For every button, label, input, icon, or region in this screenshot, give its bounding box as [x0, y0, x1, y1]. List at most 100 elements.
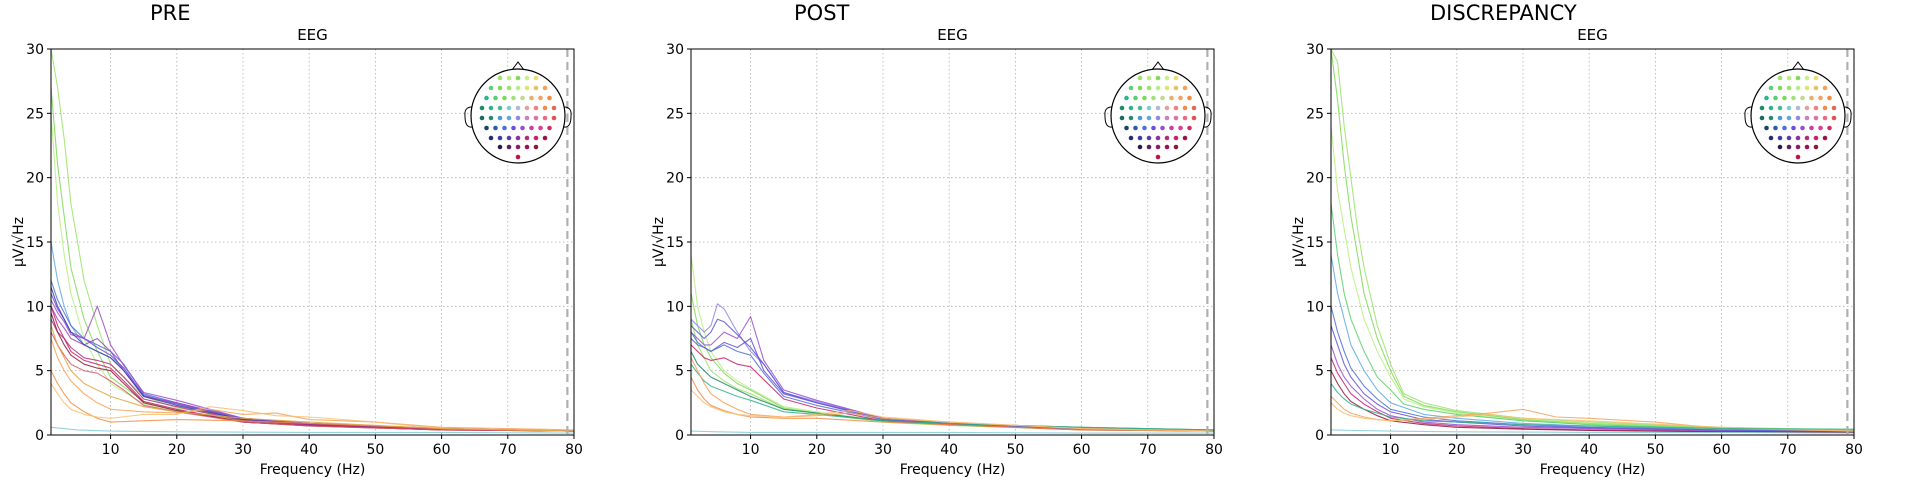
- sensor-dot: [1124, 95, 1129, 101]
- sensor-dot: [1182, 115, 1188, 121]
- sensor-dot: [524, 75, 530, 81]
- x-tick-label: 20: [808, 442, 826, 458]
- y-tick-label: 5: [675, 364, 684, 380]
- sensor-topomap: [1104, 61, 1212, 164]
- x-tick-label: 20: [1448, 442, 1466, 458]
- panel-post: POST EEG 10 20 30 40 50 60 70 80 Frequency (Hz) 0 5…: [640, 0, 1280, 480]
- sensor-dot: [515, 135, 521, 141]
- series-line: [50, 299, 575, 432]
- series-line: [1330, 357, 1855, 433]
- sensor-dot: [1777, 144, 1783, 150]
- sensor-dot: [1813, 75, 1819, 81]
- sensor-topomap: [1744, 61, 1852, 164]
- figure-title: PRE: [150, 1, 191, 25]
- sensor-dot: [511, 125, 516, 131]
- sensor-dot: [524, 135, 530, 141]
- y-tick-label: 15: [666, 235, 684, 251]
- x-tick-label: 30: [874, 442, 892, 458]
- series-line: [50, 286, 575, 432]
- series-line: [690, 363, 1215, 431]
- plot-top-mask: [1331, 0, 1854, 49]
- sensor-dot: [1809, 125, 1814, 131]
- x-axis: 10 20 30 40 50 60 70 80: [102, 435, 583, 458]
- sensor-dot: [529, 125, 534, 131]
- series-line: [690, 319, 1215, 432]
- y-tick-label: 10: [666, 299, 684, 315]
- sensor-dot: [1813, 115, 1819, 121]
- sensor-dot: [1768, 105, 1774, 111]
- series-line: [50, 306, 575, 432]
- y-tick-label: 25: [1306, 106, 1324, 122]
- sensor-dot: [1124, 125, 1129, 131]
- sensor-topomap: [464, 61, 572, 164]
- topomap-right-ear: [1843, 106, 1852, 128]
- sensor-dot: [1146, 105, 1152, 111]
- sensor-dot: [1827, 125, 1832, 131]
- plot-top-mask: [691, 0, 1214, 49]
- x-tick-label: 70: [1779, 442, 1797, 458]
- series-lines: [1330, 48, 1855, 434]
- sensor-dot: [1800, 95, 1805, 101]
- x-axis: 10 20 30 40 50 60 70 80: [1382, 435, 1863, 458]
- series-line: [50, 426, 575, 434]
- sensor-dot: [1128, 135, 1134, 141]
- series-line: [1330, 48, 1855, 431]
- x-tick-label: 60: [433, 442, 451, 458]
- sensor-dot: [1795, 115, 1801, 121]
- series-lines: [690, 254, 1215, 434]
- y-axis-label: µV/√Hz: [651, 217, 667, 267]
- sensor-dot: [515, 105, 521, 111]
- sensor-dot: [524, 115, 530, 121]
- topomap-nose: [1791, 61, 1805, 71]
- series-line: [1330, 429, 1855, 434]
- sensor-dot: [1133, 125, 1138, 131]
- x-tick-label: 80: [565, 442, 583, 458]
- sensor-dot: [529, 95, 534, 101]
- sensor-dot: [1142, 95, 1147, 101]
- x-axis-label: Frequency (Hz): [260, 462, 366, 478]
- sensor-dot: [484, 125, 489, 131]
- sensor-dot: [533, 105, 539, 111]
- sensor-dot: [506, 85, 512, 91]
- sensor-dot: [1804, 75, 1810, 81]
- sensor-dot: [1169, 125, 1174, 131]
- sensor-dot: [1804, 135, 1810, 141]
- sensor-dot: [1173, 105, 1179, 111]
- sensor-dot: [533, 115, 539, 121]
- sensor-dot: [1151, 95, 1156, 101]
- sensor-dot: [1146, 75, 1152, 81]
- sensor-dot: [497, 135, 503, 141]
- sensor-dot: [1777, 115, 1783, 121]
- sensor-dot: [506, 135, 512, 141]
- sensor-dot: [551, 105, 557, 111]
- sensor-dot: [1164, 105, 1170, 111]
- sensor-dot: [1768, 115, 1774, 121]
- x-tick-label: 20: [168, 442, 186, 458]
- sensor-dot: [1155, 135, 1161, 141]
- sensor-dot: [1791, 125, 1796, 131]
- series-line: [50, 331, 575, 432]
- series-line: [1330, 254, 1855, 432]
- y-tick-label: 0: [1315, 428, 1324, 444]
- sensor-dot: [1137, 85, 1143, 91]
- sensor-dot: [493, 125, 498, 131]
- series-line: [690, 303, 1215, 432]
- sensor-dot: [533, 85, 539, 91]
- topomap-left-ear: [464, 106, 473, 128]
- sensor-dot: [1786, 144, 1792, 150]
- topomap-right-ear: [1203, 106, 1212, 128]
- sensor-dot: [497, 115, 503, 121]
- sensor-dot: [506, 115, 512, 121]
- series-line: [50, 383, 575, 432]
- sensor-dot: [493, 95, 498, 101]
- sensor-dot: [1146, 115, 1152, 121]
- panel-discrepancy: DISCREPANCY EEG 10 20 30 40 50 60 70 80 Frequency…: [1280, 0, 1920, 480]
- sensor-dot: [1831, 105, 1837, 111]
- sensor-dot: [542, 85, 548, 91]
- series-line: [690, 316, 1215, 432]
- sensor-dot: [1160, 95, 1165, 101]
- y-tick-label: 20: [1306, 171, 1324, 187]
- series-line: [1330, 48, 1855, 431]
- sensor-dot: [1818, 95, 1823, 101]
- sensor-dot: [1795, 154, 1801, 160]
